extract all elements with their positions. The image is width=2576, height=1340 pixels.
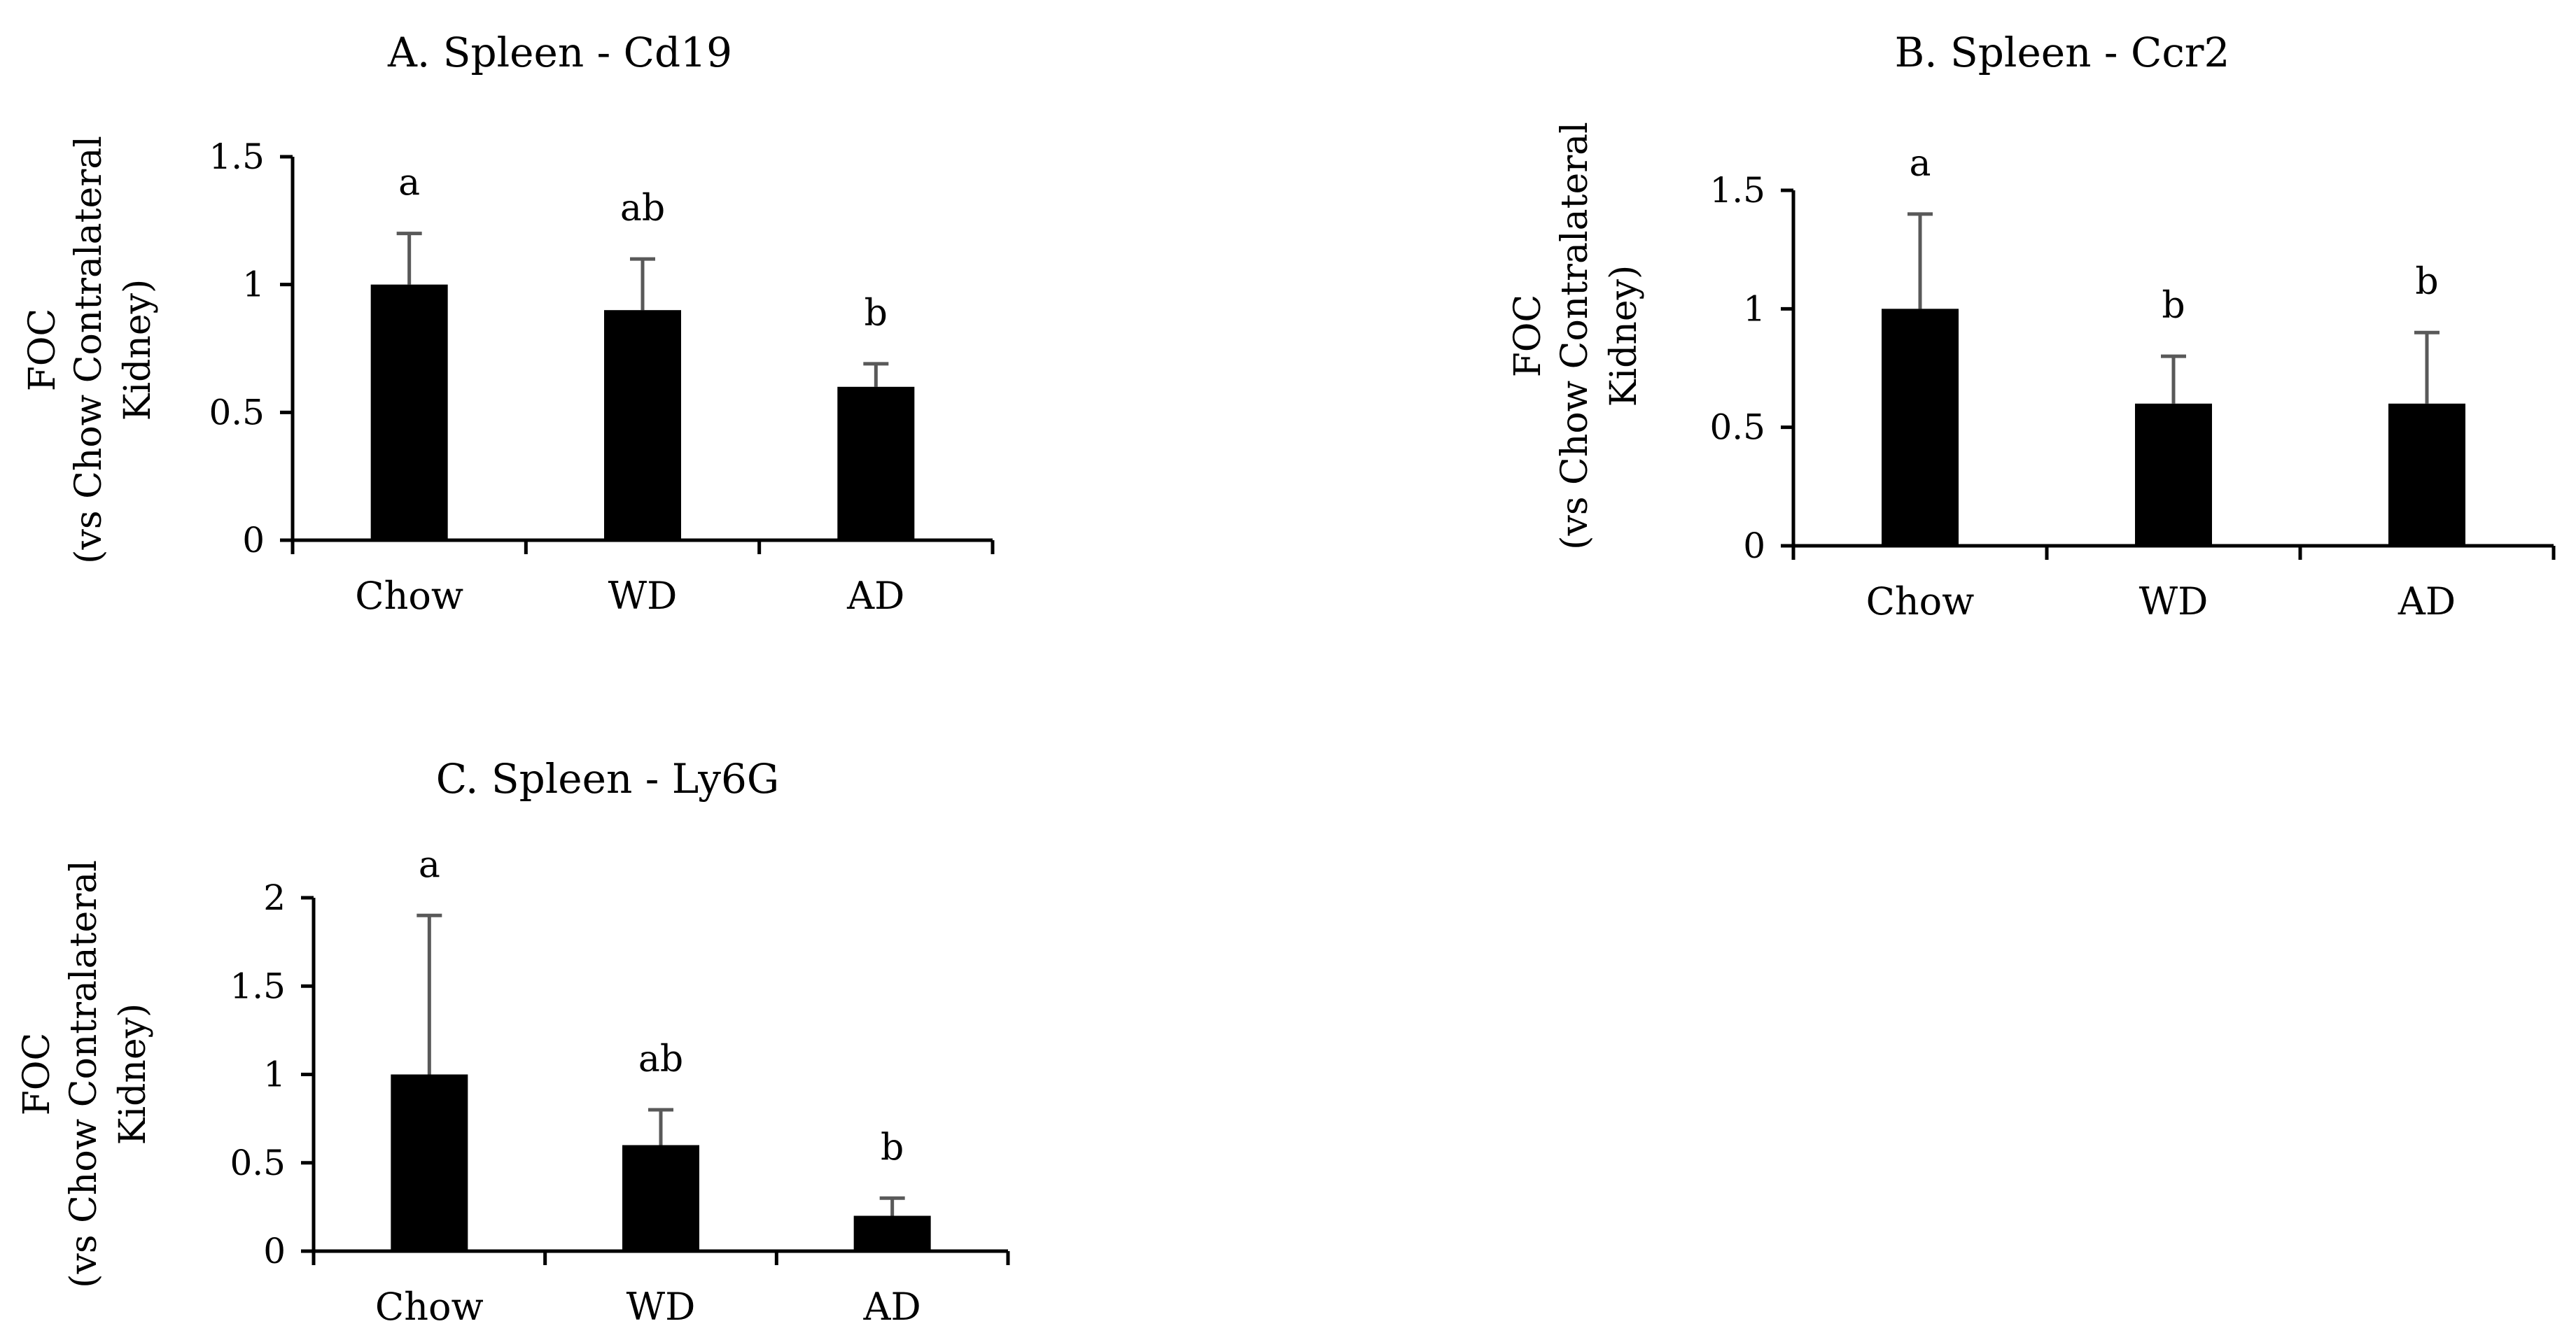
significance-label: a bbox=[1909, 143, 1931, 185]
significance-label: a bbox=[398, 162, 420, 204]
y-tick-label: 0.5 bbox=[209, 392, 265, 432]
y-axis-label: Kidney) bbox=[117, 279, 159, 421]
y-axis-label: Kidney) bbox=[112, 1003, 154, 1145]
x-tick-label: WD bbox=[626, 1285, 696, 1329]
y-tick-label: 1.5 bbox=[230, 966, 286, 1006]
y-tick-label: 2 bbox=[263, 877, 286, 918]
y-tick-label: 1 bbox=[263, 1055, 286, 1095]
chart-title: A. Spleen - Cd19 bbox=[387, 29, 732, 76]
bar-chow bbox=[370, 284, 448, 540]
x-tick-label: Chow bbox=[1866, 579, 1975, 623]
bar-wd bbox=[2135, 403, 2212, 546]
bar-ad bbox=[2388, 403, 2465, 546]
y-axis-label: FOC bbox=[16, 1033, 58, 1116]
significance-label: b bbox=[2415, 261, 2438, 303]
y-axis-label: (vs Chow Contralateral bbox=[1554, 122, 1596, 550]
x-tick-label: WD bbox=[608, 574, 678, 618]
chart-title: B. Spleen - Ccr2 bbox=[1895, 29, 2230, 76]
x-tick-label: AD bbox=[2398, 579, 2456, 623]
significance-label: b bbox=[2162, 285, 2185, 327]
bar-ad bbox=[853, 1215, 931, 1251]
y-tick-label: 1.5 bbox=[209, 136, 265, 177]
x-tick-label: AD bbox=[846, 574, 904, 618]
y-axis-label: (vs Chow Contralateral bbox=[63, 860, 105, 1288]
chart-panel-2: B. Spleen - Ccr2 FOC (vs Chow Contralatera… bbox=[1507, 29, 2556, 623]
bar-wd bbox=[622, 1145, 699, 1251]
significance-label: ab bbox=[620, 188, 665, 230]
significance-label: a bbox=[419, 844, 440, 886]
significance-label: ab bbox=[638, 1038, 683, 1080]
y-axis-label: FOC bbox=[1507, 295, 1549, 378]
bar-chow bbox=[391, 1074, 468, 1251]
y-tick-label: 1.5 bbox=[1709, 170, 1765, 211]
bar-chow bbox=[1882, 309, 1959, 546]
y-tick-label: 0 bbox=[242, 520, 265, 560]
y-axis-label: Kidney) bbox=[1603, 265, 1645, 407]
y-axis-label: FOC bbox=[22, 309, 64, 392]
x-tick-label: Chow bbox=[355, 574, 463, 618]
x-tick-label: AD bbox=[863, 1285, 921, 1329]
chart-title: C. Spleen - Ly6G bbox=[436, 755, 780, 803]
y-tick-label: 1 bbox=[1743, 288, 1765, 329]
y-tick-label: 0.5 bbox=[230, 1143, 286, 1183]
chart-panel-3: C. Spleen - Ly6G FOC (vs Chow Contralatera… bbox=[16, 755, 1010, 1329]
y-tick-label: 1 bbox=[242, 265, 265, 305]
y-tick-label: 0 bbox=[1743, 526, 1765, 566]
bar-ad bbox=[837, 386, 915, 540]
significance-label: b bbox=[864, 292, 888, 334]
y-axis-label: (vs Chow Contralateral bbox=[68, 136, 110, 564]
y-tick-label: 0 bbox=[263, 1231, 286, 1271]
y-tick-label: 0.5 bbox=[1709, 407, 1765, 448]
x-tick-label: Chow bbox=[375, 1285, 484, 1329]
significance-label: b bbox=[881, 1127, 904, 1169]
bar-wd bbox=[604, 310, 681, 540]
chart-panel-1: A. Spleen - Cd19 FOC (vs Chow Contralatera… bbox=[22, 29, 995, 618]
x-tick-label: WD bbox=[2139, 579, 2208, 623]
